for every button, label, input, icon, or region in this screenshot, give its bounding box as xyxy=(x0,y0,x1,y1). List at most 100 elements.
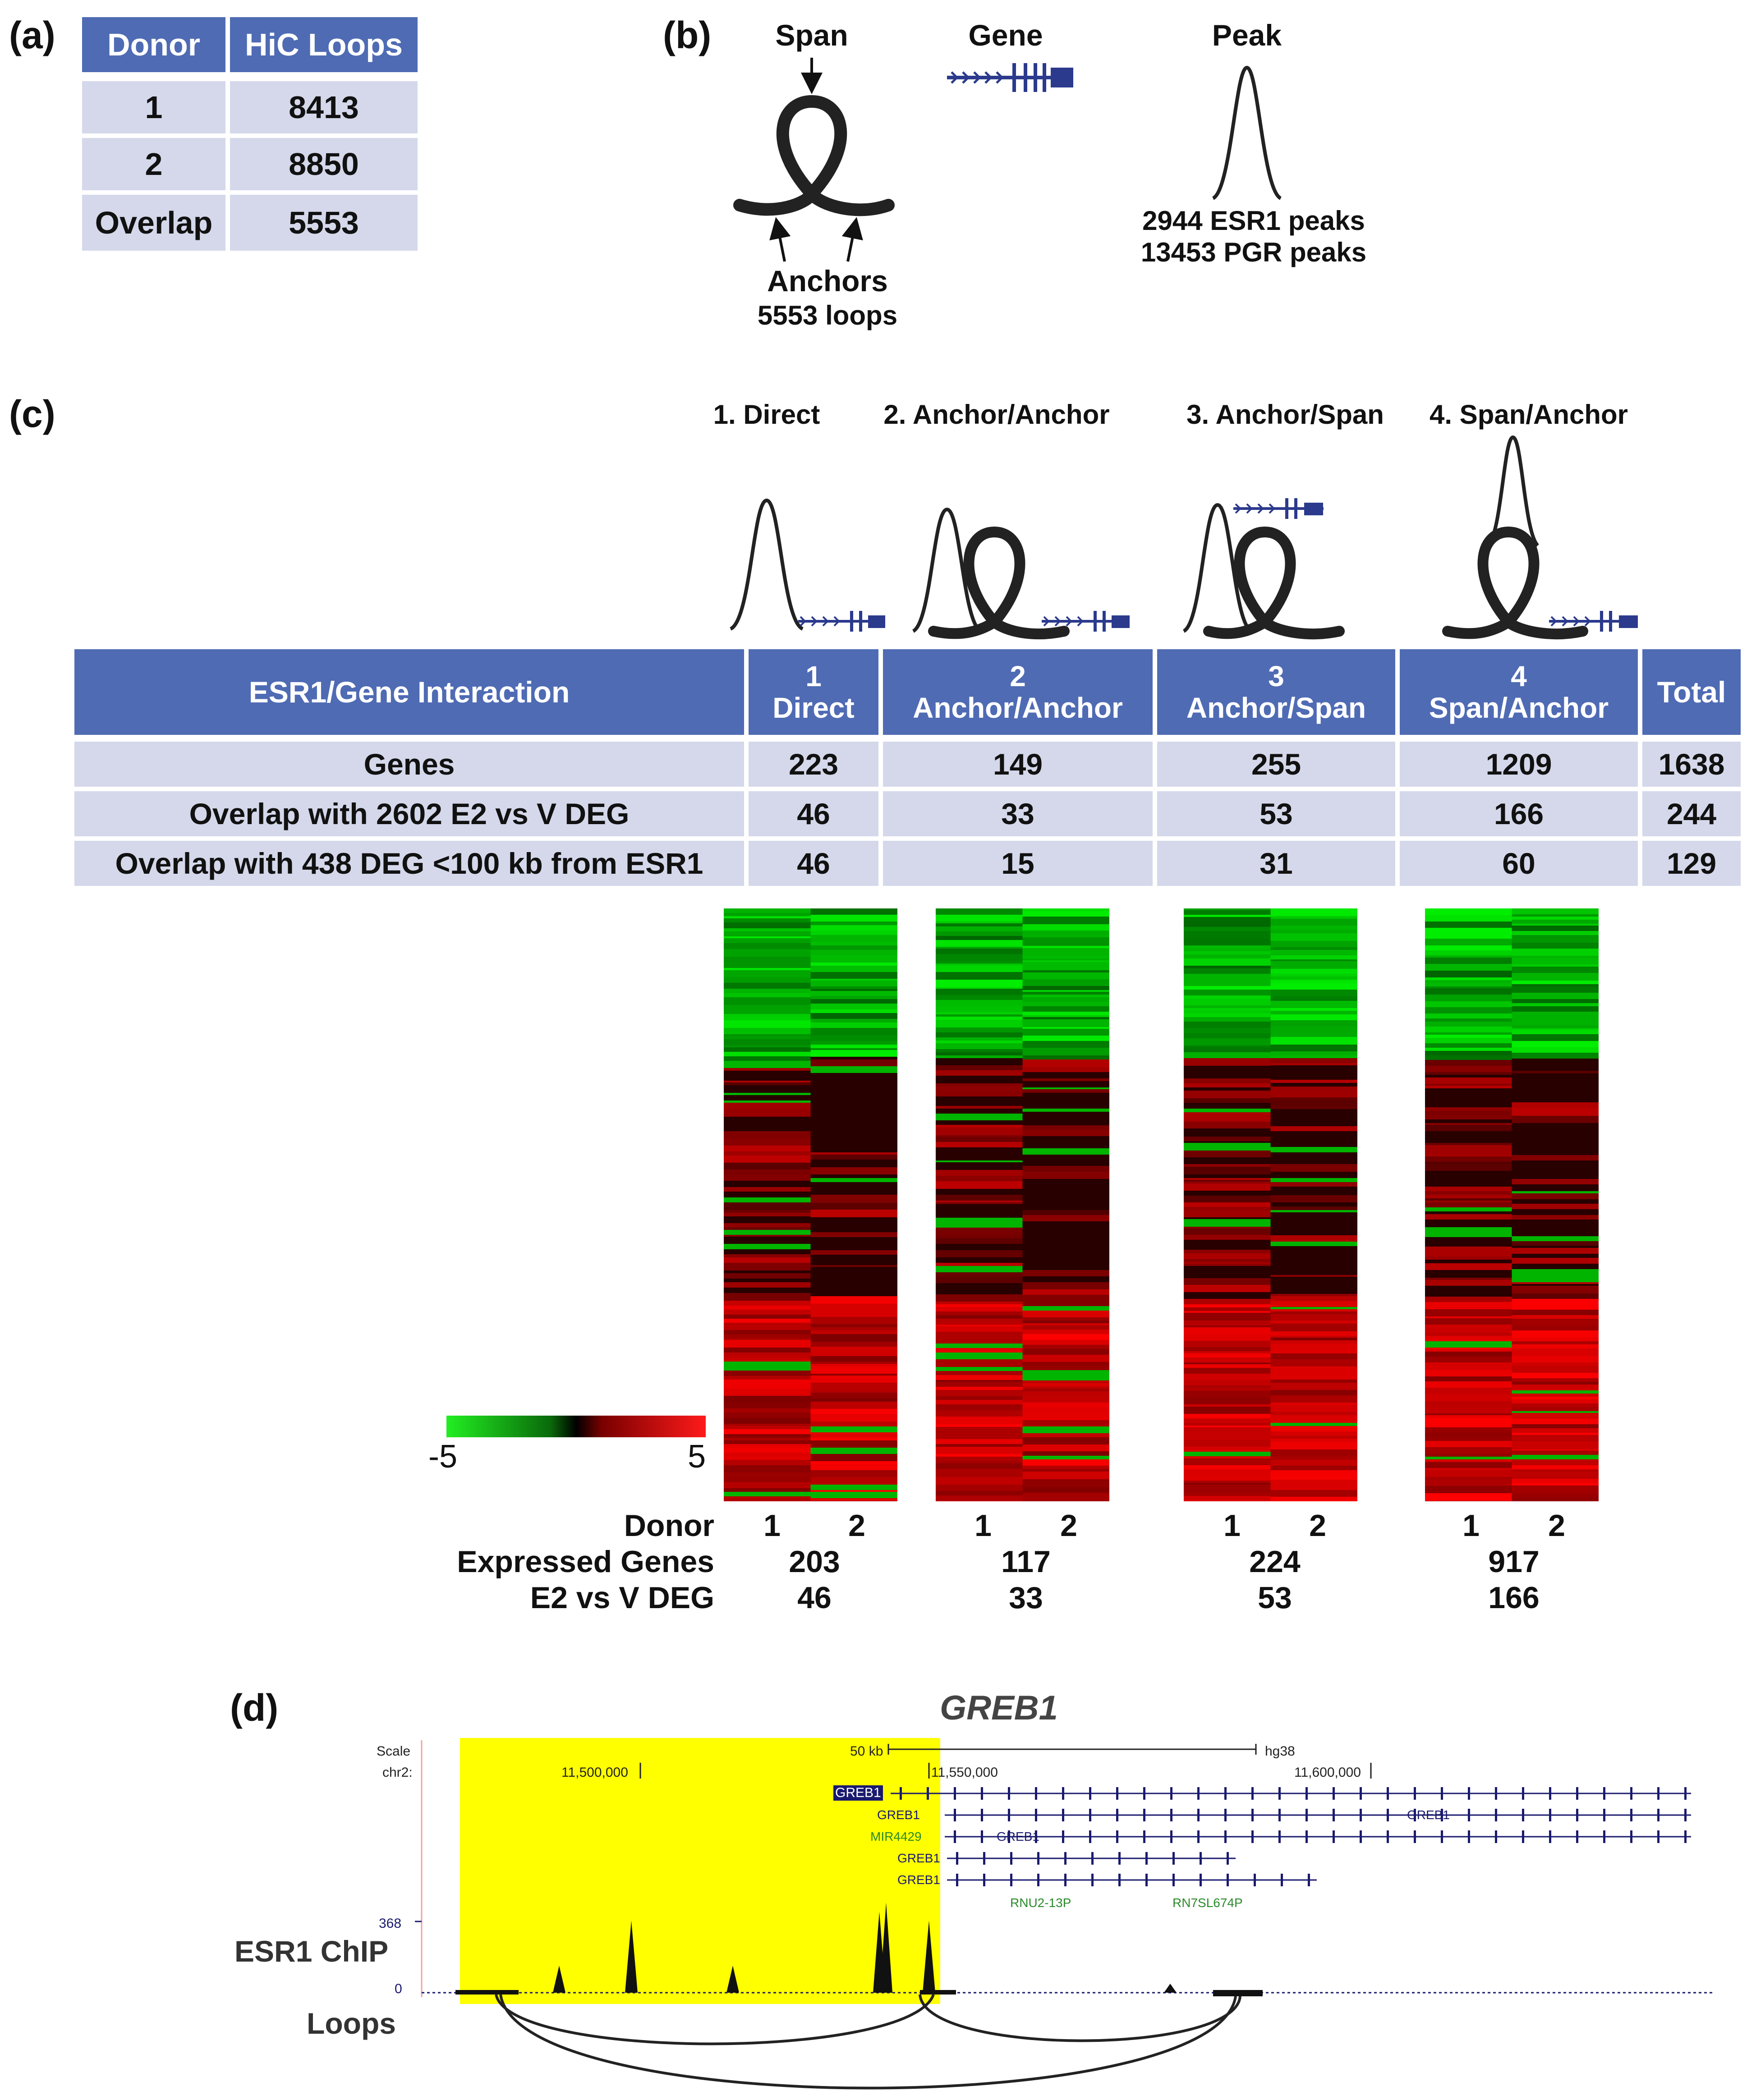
gene-icon xyxy=(798,611,885,632)
donor-number: 2 xyxy=(1060,1509,1077,1543)
heatmap-cell xyxy=(1512,993,1599,999)
heatmap-cell xyxy=(810,1073,897,1080)
rna-track-label: RN7SL674P xyxy=(1172,1896,1243,1910)
heatmap-cell xyxy=(1022,1306,1109,1311)
heatmap-cell xyxy=(1512,1102,1599,1108)
heatmap-cell xyxy=(1022,1002,1109,1006)
heatmap-cell xyxy=(936,1469,1023,1472)
heatmap-cell xyxy=(810,1093,897,1098)
heatmap-cell xyxy=(1184,1191,1271,1196)
heatmap-cell xyxy=(724,1197,811,1202)
heatmap-cell xyxy=(724,1247,811,1249)
heatmap-cell xyxy=(1425,1043,1512,1048)
heatmap-cell xyxy=(1184,990,1271,995)
heatmap-cell xyxy=(1022,1311,1109,1317)
heatmap-cell xyxy=(936,1491,1023,1495)
heatmap-cell xyxy=(1512,1173,1599,1179)
heatmap-cell xyxy=(1270,1075,1357,1080)
table-c-cell: 60 xyxy=(1400,841,1638,886)
heatmap-cell xyxy=(1022,1104,1109,1109)
heatmap-cell xyxy=(1184,1182,1271,1184)
heatmap-cell xyxy=(1022,1048,1109,1055)
exon-mark xyxy=(1387,1809,1389,1821)
heatmap-cell xyxy=(1512,1034,1599,1041)
exon-mark xyxy=(1278,1787,1281,1800)
exon-mark xyxy=(1603,1830,1605,1843)
heatmap-cell xyxy=(1512,1041,1599,1047)
heatmap-cell xyxy=(1184,966,1271,968)
heatmap-cell xyxy=(1022,1362,1109,1366)
y-min-label: 0 xyxy=(395,1981,402,1996)
heatmap-cell xyxy=(1270,1309,1357,1311)
heatmap-cell xyxy=(724,936,811,938)
heatmap-cell xyxy=(1425,1018,1512,1022)
heatmap-cell xyxy=(724,1052,811,1056)
exon-mark xyxy=(1062,1809,1064,1821)
heatmap-cell xyxy=(810,1450,897,1454)
heatmap-cell xyxy=(1270,1033,1357,1037)
heatmap-cell xyxy=(936,1444,1023,1447)
heatmap-cell xyxy=(1184,1270,1271,1278)
heatmap-cell xyxy=(1022,1148,1109,1155)
heatmap-cell xyxy=(1184,1013,1271,1017)
heatmap-cell xyxy=(1022,911,1109,917)
exon-mark xyxy=(954,1787,956,1800)
heatmap-cell xyxy=(724,1482,811,1485)
exon-mark xyxy=(1495,1787,1497,1800)
heatmap-cell xyxy=(1270,1164,1357,1172)
pgr-peaks-label: 13453 PGR peaks xyxy=(1140,237,1367,267)
heatmap-cell xyxy=(936,1311,1023,1315)
heatmap-cell xyxy=(810,1421,897,1425)
heatmap-cell xyxy=(1022,1263,1109,1270)
heatmap-cell xyxy=(936,1431,1023,1433)
heatmap-cell xyxy=(936,1283,1023,1290)
heatmap-cell xyxy=(936,1461,1023,1463)
heatmap-cell xyxy=(1425,955,1512,958)
exon-mark xyxy=(981,1787,983,1800)
heatmap-cell xyxy=(724,1396,811,1403)
heatmap-cell xyxy=(936,1162,1023,1168)
heatmap-cell xyxy=(1270,977,1357,980)
heatmap-cell xyxy=(1512,1123,1599,1131)
heatmap-cell xyxy=(1270,1212,1357,1215)
exon-mark xyxy=(1227,1874,1229,1886)
heatmap-cell xyxy=(724,1174,811,1181)
heatmap-cell xyxy=(1270,1431,1357,1436)
heatmap-cell xyxy=(724,1334,811,1338)
heatmap-cell xyxy=(1184,945,1271,949)
heatmap-cell xyxy=(1270,1221,1357,1229)
heatmap-cell xyxy=(724,1496,811,1501)
heatmap-cell xyxy=(1270,1055,1357,1058)
exon-mark xyxy=(1116,1787,1118,1800)
heatmap-cell xyxy=(724,938,811,940)
heatmap-cell xyxy=(936,1027,1023,1032)
heatmap-cell xyxy=(724,997,811,1005)
heatmap-cell xyxy=(1425,1413,1512,1415)
exon-mark xyxy=(1064,1874,1066,1886)
heatmap-cell xyxy=(1270,1490,1357,1497)
heatmap-cell xyxy=(1425,1270,1512,1278)
heatmap-cell xyxy=(1184,1321,1271,1325)
deg-count: 53 xyxy=(1258,1581,1292,1615)
deg-count: 46 xyxy=(797,1581,832,1615)
heatmap-cell xyxy=(1270,969,1357,974)
heatmap-cell xyxy=(1184,1440,1271,1447)
position-label: 11,600,000 xyxy=(1294,1765,1361,1780)
heatmap-cell xyxy=(1270,1324,1357,1331)
heatmap-cell xyxy=(724,1081,811,1082)
heatmap-cell xyxy=(1512,1338,1599,1341)
heatmap-cell xyxy=(724,1039,811,1045)
heatmap-cell xyxy=(1425,1370,1512,1376)
heatmap-cell xyxy=(724,1117,811,1121)
heatmap-cell xyxy=(1425,1088,1512,1093)
heatmap-cell xyxy=(810,935,897,942)
heatmap-cell xyxy=(810,1454,897,1461)
exon-mark xyxy=(1091,1852,1094,1865)
heatmap-cell xyxy=(724,1424,811,1426)
heatmap-cell xyxy=(1512,1233,1599,1236)
heatmap-cell xyxy=(936,1055,1023,1058)
scale-length-label: 50 kb xyxy=(850,1744,883,1759)
table-a-header-donor: Donor xyxy=(82,17,225,72)
donor-number: 2 xyxy=(848,1509,865,1543)
heatmap-cell xyxy=(810,1220,897,1224)
